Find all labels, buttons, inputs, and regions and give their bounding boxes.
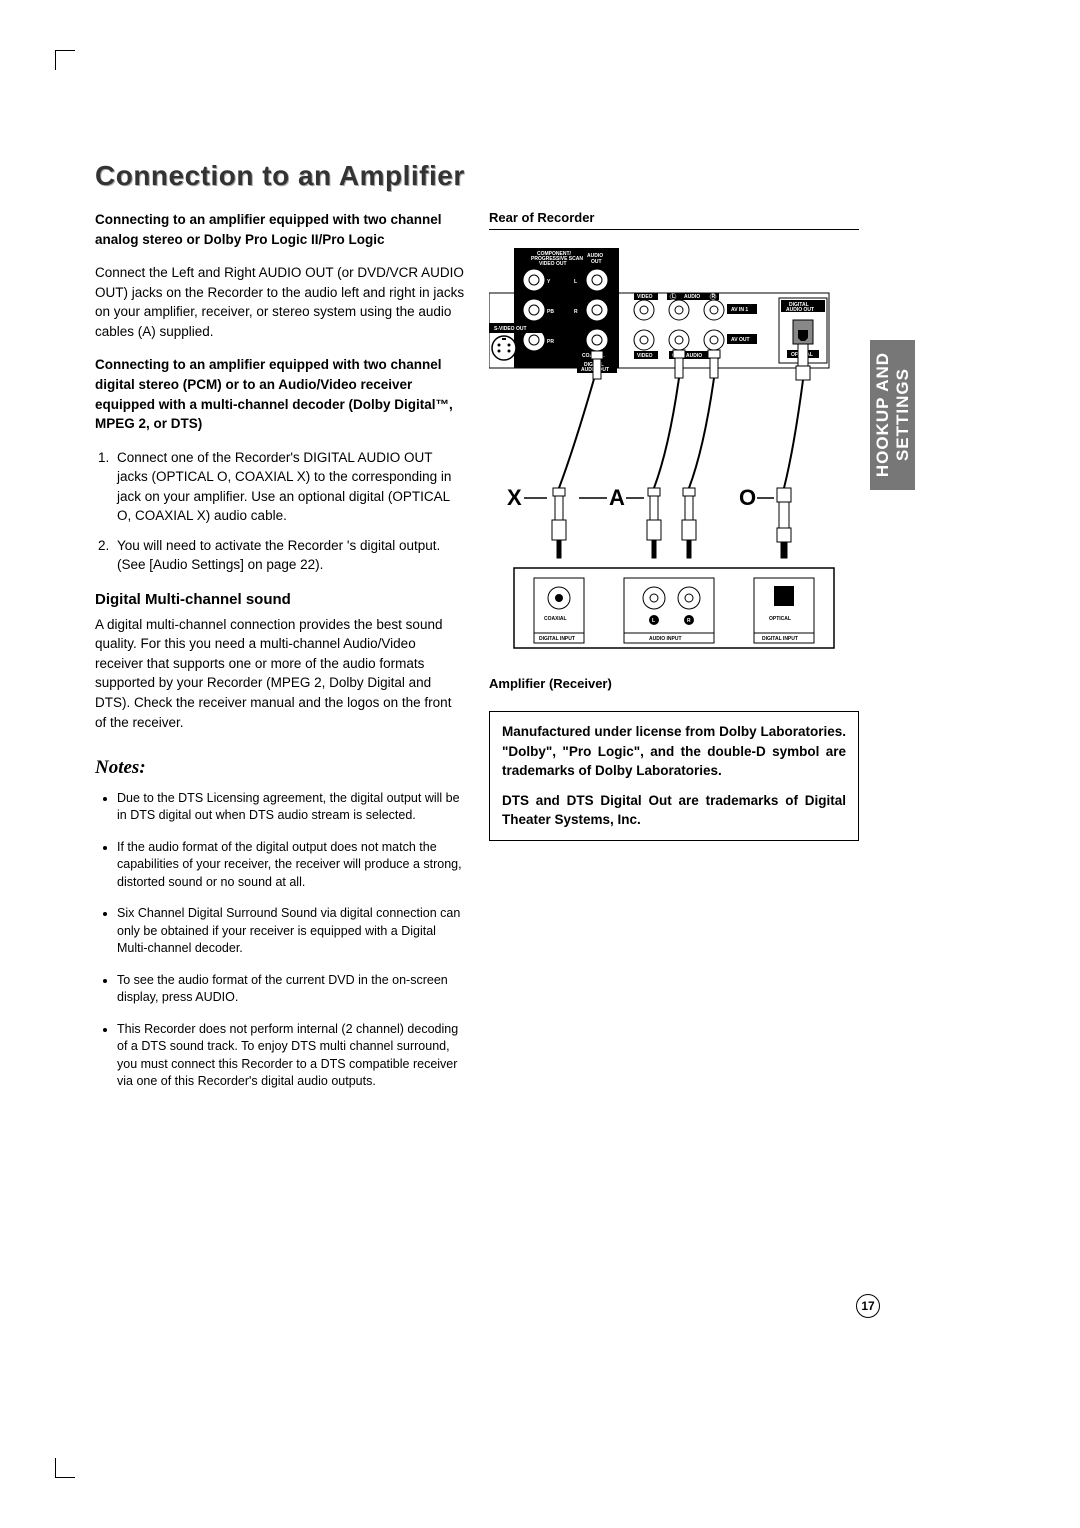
steps-list: Connect one of the Recorder's DIGITAL AU…	[113, 448, 465, 575]
right-column: Rear of Recorder COMPONENT/ PROGRESSIVE …	[489, 210, 859, 1105]
svg-text:AV OUT: AV OUT	[731, 337, 750, 343]
note-1: Due to the DTS Licensing agreement, the …	[117, 790, 465, 825]
note-3: Six Channel Digital Surround Sound via d…	[117, 905, 465, 958]
svg-text:PB: PB	[547, 309, 554, 315]
svg-text:COAXIAL: COAXIAL	[544, 616, 567, 622]
subhead-multichannel: Digital Multi-channel sound	[95, 589, 465, 611]
step-1: Connect one of the Recorder's DIGITAL AU…	[113, 448, 465, 526]
trademark-notice: Manufactured under license from Dolby La…	[489, 711, 859, 841]
note-2: If the audio format of the digital outpu…	[117, 839, 465, 892]
svg-text:VIDEO OUT: VIDEO OUT	[539, 261, 567, 267]
notes-list: Due to the DTS Licensing agreement, the …	[117, 790, 465, 1091]
svg-text:AUDIO OUT: AUDIO OUT	[786, 307, 814, 313]
svg-text:AV IN 1: AV IN 1	[731, 307, 748, 313]
step-2: You will need to activate the Recorder '…	[113, 536, 465, 575]
svg-text:X: X	[507, 485, 522, 510]
tab-line-1: HOOKUP AND	[873, 352, 892, 477]
notes-heading: Notes:	[95, 754, 465, 782]
svg-text:DIGITAL INPUT: DIGITAL INPUT	[539, 636, 575, 642]
diagram-title-rear: Rear of Recorder	[489, 210, 859, 225]
page-content: Connection to an Amplifier Connecting to…	[95, 160, 875, 1105]
left-column: Connecting to an amplifier equipped with…	[95, 210, 465, 1105]
svg-text:L: L	[652, 618, 655, 624]
svg-text:OPTICAL: OPTICAL	[769, 616, 791, 622]
page-number: 17	[856, 1294, 880, 1318]
svg-text:R: R	[687, 618, 691, 624]
trademark-dts: DTS and DTS Digital Out are trademarks o…	[502, 791, 846, 830]
svg-text:L: L	[672, 294, 675, 300]
svg-text:R: R	[574, 309, 578, 315]
heading-analog: Connecting to an amplifier equipped with…	[95, 210, 465, 249]
crop-mark-bl	[55, 1458, 75, 1478]
note-4: To see the audio format of the current D…	[117, 972, 465, 1007]
page-title: Connection to an Amplifier	[95, 160, 875, 192]
trademark-dolby: Manufactured under license from Dolby La…	[502, 722, 846, 781]
svg-text:A: A	[609, 485, 625, 510]
svg-text:VIDEO: VIDEO	[637, 353, 653, 359]
section-tab: HOOKUP AND SETTINGS	[870, 340, 915, 490]
note-5: This Recorder does not perform internal …	[117, 1021, 465, 1091]
svg-text:L: L	[574, 279, 577, 285]
heading-digital: Connecting to an amplifier equipped with…	[95, 355, 465, 433]
tab-line-2: SETTINGS	[893, 368, 912, 461]
crop-mark-tl	[55, 50, 75, 70]
connection-diagram: COMPONENT/ PROGRESSIVE SCAN VIDEO OUT AU…	[489, 238, 849, 668]
svg-text:VIDEO: VIDEO	[637, 294, 653, 300]
svg-text:AUDIO: AUDIO	[686, 353, 702, 359]
svg-text:S-VIDEO OUT: S-VIDEO OUT	[494, 326, 527, 332]
svg-text:O: O	[739, 485, 756, 510]
svg-text:OUT: OUT	[591, 259, 602, 265]
para-multichannel: A digital multi-channel connection provi…	[95, 615, 465, 732]
svg-text:AUDIO INPUT: AUDIO INPUT	[649, 636, 682, 642]
svg-text:DIGITAL INPUT: DIGITAL INPUT	[762, 636, 798, 642]
para-analog: Connect the Left and Right AUDIO OUT (or…	[95, 263, 465, 341]
svg-text:PR: PR	[547, 339, 554, 345]
svg-text:R: R	[712, 294, 716, 300]
svg-text:AUDIO: AUDIO	[684, 294, 700, 300]
diagram-title-amp: Amplifier (Receiver)	[489, 676, 859, 691]
